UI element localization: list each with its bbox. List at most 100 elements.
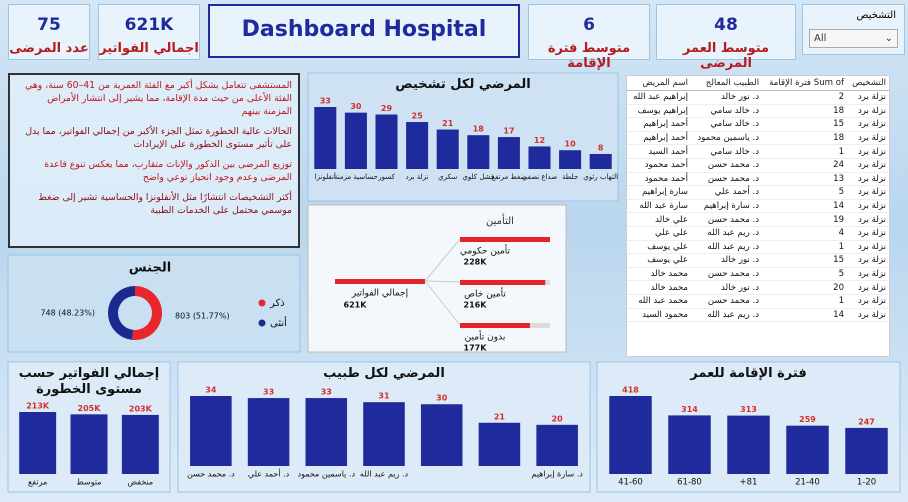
kpi-value: 48 — [714, 15, 738, 35]
value-label: 33 — [321, 388, 332, 397]
table-cell: أحمد إبراهيم — [627, 117, 691, 132]
column-header: التشخيص — [847, 76, 889, 91]
column-header: Sum of فترة الإقامة — [762, 76, 848, 91]
table-row: نزلة برد 24 د. محمد حسن أحمد محمود — [627, 158, 889, 173]
table-cell: 18 — [762, 104, 848, 119]
kpi-value: 621K — [124, 15, 174, 35]
bar — [559, 150, 582, 169]
bar — [727, 415, 770, 474]
x-tick-label: د. ياسمين محمود — [298, 470, 356, 479]
total-bar — [335, 279, 425, 284]
category-label: تأمين حكومي — [460, 244, 510, 257]
bar — [528, 146, 551, 169]
value-label: 25 — [412, 112, 424, 121]
table-cell: د. محمد حسن — [691, 294, 763, 309]
kpi-card: 48 متوسط العمر المرضى — [656, 4, 796, 71]
value-label: 216K — [464, 301, 488, 310]
table-cell: د. محمد حسن — [691, 212, 763, 227]
x-tick-label: 21-40 — [795, 478, 820, 488]
dropdown-arrow: ⌄ — [884, 33, 893, 44]
legend-label: ذكر — [269, 298, 285, 309]
bar — [19, 412, 57, 474]
table-cell: 5 — [762, 185, 848, 200]
x-tick-label: فشل كلوي — [462, 173, 494, 181]
table-cell: نزلة برد — [847, 90, 889, 105]
bar — [536, 424, 578, 466]
table-cell: أحمد إبراهيم — [627, 131, 691, 146]
table-cell: محمد عبد الله — [627, 294, 691, 309]
table-cell: نزلة برد — [847, 280, 889, 295]
table-row: نزلة برد 4 د. ريم عبد الله علي علي — [627, 226, 889, 241]
value-label: 748 (48.23%) — [40, 309, 95, 318]
connector — [424, 280, 461, 283]
table-cell: 24 — [762, 158, 848, 173]
bar — [478, 422, 521, 466]
table-cell: علي علي — [627, 226, 691, 241]
table-cell: د. نور خالد — [691, 280, 763, 295]
table-cell: د. ريم عبد الله — [691, 240, 763, 255]
table-cell: د. محمد حسن — [691, 172, 763, 187]
table-row: نزلة برد 1 د. محمد حسن محمد عبد الله — [627, 294, 889, 309]
chart-title: المرضي لكل طبيب — [323, 366, 445, 381]
bar — [121, 414, 159, 474]
table-cell: د. ريم عبد الله — [691, 226, 763, 241]
table-cell: نزلة برد — [847, 212, 889, 227]
value-label: 21 — [494, 412, 506, 421]
value-label: 20 — [552, 414, 564, 423]
table-cell: 18 — [762, 131, 848, 146]
bar — [420, 404, 463, 466]
data-table: التشخيص Sum of فترة الإقامة الطبيب المعالج… — [626, 75, 890, 357]
table-cell: نزلة برد — [847, 172, 889, 187]
chart-title: المرضي لكل تشخيص — [395, 77, 531, 92]
bar — [589, 153, 612, 169]
bar — [247, 398, 290, 466]
table-cell: 14 — [762, 308, 848, 323]
x-tick-label: كسور — [377, 173, 395, 181]
x-tick-label: سكري — [438, 173, 457, 181]
table-cell: نزلة برد — [847, 199, 889, 214]
table-cell: علي يوسف — [627, 253, 691, 268]
bar — [497, 137, 520, 169]
connector — [424, 238, 461, 282]
value-label: 177K — [464, 344, 488, 353]
table-row: نزلة برد 13 د. محمد حسن أحمد محمود — [627, 172, 889, 187]
x-tick-label: التهاب رئوي — [583, 173, 618, 181]
bar — [375, 114, 398, 169]
value-label: 18 — [473, 125, 485, 134]
table-cell: إبراهيم عبد الله — [627, 90, 691, 105]
title-card: Dashboard Hospital — [208, 4, 520, 58]
kpi-value: 75 — [37, 15, 61, 35]
category-label: تأمين خاص — [464, 287, 506, 300]
bar — [467, 135, 490, 169]
bar — [314, 107, 337, 169]
table: التشخيص Sum of فترة الإقامة الطبيب المعالج… — [627, 76, 889, 323]
table-cell: 1 — [762, 294, 848, 309]
table-cell: محمود السيد — [627, 308, 691, 323]
value-label: 30 — [436, 394, 448, 403]
table-cell: 20 — [762, 280, 848, 295]
table-cell: نزلة برد — [847, 144, 889, 159]
value-label: 30 — [350, 102, 362, 111]
slicer[interactable]: التشخيص All ⌄ — [802, 4, 905, 55]
table-row: نزلة برد 20 د. نور خالد محمد خالد — [627, 280, 889, 295]
kpi-label: متوسط العمر المرضى — [682, 41, 770, 71]
legend-marker — [258, 299, 266, 307]
x-tick-label: 41-60 — [618, 478, 643, 488]
insights-box: المستشفى تتعامل بشكل أكبر مع الفئة العمر… — [8, 73, 300, 248]
column-header: اسم المريض — [627, 76, 691, 91]
table-cell: 1 — [762, 240, 848, 255]
kpi-label: اجمالي الفواتير — [99, 41, 199, 56]
table-cell: سارة إبراهيم — [627, 185, 691, 200]
value-label: 313 — [740, 405, 757, 414]
table-cell: د. خالد سامي — [691, 104, 763, 119]
table-cell: نزلة برد — [847, 294, 889, 309]
x-tick-label: د. محمد حسن — [187, 470, 235, 479]
bar — [786, 425, 829, 474]
bar — [460, 280, 546, 285]
slicer-dropdown[interactable]: All ⌄ — [809, 29, 898, 48]
value-label: 259 — [799, 415, 816, 424]
slicer-value: All — [814, 33, 827, 44]
table-cell: د. أحمد علي — [691, 185, 763, 200]
table-row: نزلة برد 18 د. ياسمين محمود أحمد إبراهيم — [627, 131, 889, 146]
